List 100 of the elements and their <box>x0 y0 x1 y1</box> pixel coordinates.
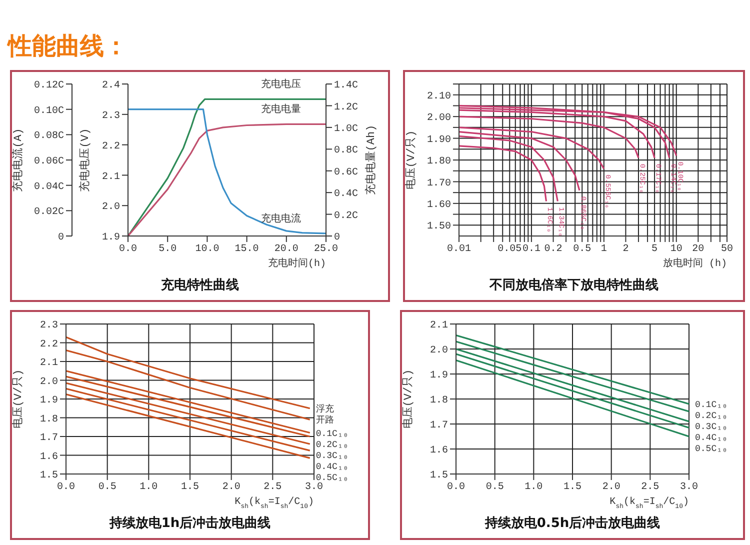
y-tick-label: 1.7 <box>40 433 58 444</box>
y-axis-title: 电压(V/只) <box>401 369 415 429</box>
y3-axis-title: 充电电流(A) <box>11 128 25 192</box>
x-tick-label: 2.0 <box>602 482 620 494</box>
y-tick-label: 2.1 <box>102 172 120 183</box>
x-tick-label: 2.5 <box>264 482 282 494</box>
y-tick-label: 2.00 <box>426 113 451 124</box>
series-label: 0.4C₁₀ <box>695 433 728 443</box>
y2-tick-label: 0 <box>334 232 340 244</box>
y3-tick-label: 0.04C <box>34 182 64 193</box>
text: 持续放电0.5h后冲击放电曲线 <box>484 514 662 532</box>
y-tick-label: 2.3 <box>40 320 58 332</box>
x-tick-label: 2 <box>622 244 629 256</box>
series-label: 开路 <box>316 414 334 426</box>
x-tick-label: 0.5 <box>486 482 504 494</box>
series-label: 0.1C₁₀ <box>316 428 348 439</box>
y3-tick-label: 0 <box>58 232 64 244</box>
x-tick-label: 0.0 <box>56 482 76 494</box>
y-tick-label: 1.7 <box>430 420 448 432</box>
x-tick-label: 50 <box>720 244 734 256</box>
x-tick-label: 15.0 <box>234 244 259 256</box>
y-tick-label: 1.90 <box>426 134 451 146</box>
series-label: 0.3C₁₀ <box>316 450 348 461</box>
x-tick-label: 0.2 <box>544 244 562 256</box>
y2-tick-label: 1.4C <box>334 80 358 92</box>
x-tick-label: 20.0 <box>274 244 298 256</box>
y-tick-label: 2.0 <box>40 376 58 388</box>
y-tick-label: 1.8 <box>40 414 58 426</box>
x-tick-label: 0.5 <box>573 244 592 256</box>
x-tick-label: 1.0 <box>140 482 158 494</box>
x-tick-label: 25.0 <box>314 244 338 256</box>
x-tick-label: 2.5 <box>641 482 660 494</box>
y2-tick-label: 0.4C <box>334 189 358 200</box>
x-tick-label: 3.0 <box>304 482 324 494</box>
x-tick-label: 5 <box>652 244 658 256</box>
x-tick-label: 0.5 <box>98 482 116 494</box>
x-axis-title: 放电时间 (h) <box>662 257 727 270</box>
y-tick-label: 2.1 <box>40 358 58 370</box>
y2-tick-label: 0.6C <box>334 167 358 178</box>
series-label: 0.1C₁₀ <box>695 400 728 410</box>
y-tick-label: 2.2 <box>102 141 120 152</box>
series-label: 充电电流 <box>261 212 301 226</box>
y-tick-label: 1.8 <box>430 396 448 407</box>
x-tick-label: 1.5 <box>563 482 582 494</box>
y-tick-label: 1.9 <box>102 232 120 244</box>
y-tick-label: 2.2 <box>40 339 58 350</box>
y3-tick-label: 0.12C <box>34 80 64 92</box>
y3-tick-label: 0.02C <box>34 207 64 218</box>
x-tick-label: 0.05 <box>498 244 522 256</box>
x-tick-label: 10 <box>670 244 682 256</box>
y-tick-label: 2.0 <box>102 202 120 214</box>
x-tick-label: 1.0 <box>524 482 543 494</box>
y-tick-label: 2.0 <box>430 346 448 357</box>
series-label: 充电电压 <box>261 78 301 92</box>
text: K$_{sh}$(k$_{sh}$=I$_{sh}$/C$_{10}$) <box>610 497 689 510</box>
x-axis-title: 充电时间(h) <box>268 257 326 270</box>
y-tick-label: 1.5 <box>40 470 58 482</box>
y-axis-title: 电压(V/只) <box>11 369 25 429</box>
y-axis-title: 电压(V/只) <box>404 130 418 190</box>
y2-tick-label: 0.8C <box>334 146 358 157</box>
text: 不同放电倍率下放电特性曲线 <box>488 276 660 294</box>
y-tick-label: 1.70 <box>426 178 451 190</box>
y-axis-title: 充电电压(V) <box>78 128 92 192</box>
y2-tick-label: 0.2C <box>334 210 358 222</box>
y-tick-label: 2.10 <box>426 91 451 102</box>
y3-tick-label: 0.10C <box>34 106 64 117</box>
series-label: 0.4C₁₀ <box>316 462 348 472</box>
y-tick-label: 1.80 <box>426 156 451 168</box>
y-tick-label: 2.1 <box>430 320 448 332</box>
x-tick-label: 0.1 <box>522 244 540 256</box>
y-tick-label: 2.4 <box>102 80 120 92</box>
series-label: 0.5C₁₀ <box>695 444 728 454</box>
y2-tick-label: 1.2C <box>334 102 358 114</box>
y-tick-label: 1.6 <box>40 452 58 463</box>
y-tick-label: 1.50 <box>426 222 451 233</box>
y2-axis-title: 充电电量(Ah) <box>364 124 378 196</box>
y-tick-label: 1.5 <box>430 470 448 482</box>
x-tick-label: 1 <box>600 244 607 256</box>
y-tick-label: 1.9 <box>40 396 58 407</box>
y-tick-label: 2.3 <box>102 110 120 122</box>
series-label: 浮充 <box>316 403 334 414</box>
y3-tick-label: 0.06C <box>34 156 64 168</box>
text: 充电特性曲线 <box>160 276 240 294</box>
x-tick-label: 0.0 <box>118 244 138 256</box>
series-label: 0.2C₁₀ <box>695 411 728 421</box>
y-tick-label: 1.60 <box>426 200 451 211</box>
x-tick-label: 5.0 <box>158 244 177 256</box>
x-tick-label: 10.0 <box>195 244 220 256</box>
x-tick-label: 1.5 <box>180 482 200 494</box>
x-tick-label: 3.0 <box>680 482 698 494</box>
series-label: 0.2C₁₀ <box>316 440 348 450</box>
x-tick-label: 0.01 <box>446 244 472 256</box>
x-tick-label: 2.0 <box>222 482 240 494</box>
series-label: 充电电量 <box>261 103 301 116</box>
y-tick-label: 1.6 <box>430 446 448 457</box>
x-tick-label: 20 <box>692 244 704 256</box>
text: K$_{sh}$(k$_{sh}$=I$_{sh}$/C$_{10}$) <box>234 497 314 510</box>
y2-tick-label: 1.0C <box>334 124 358 135</box>
y-tick-label: 1.9 <box>430 370 448 382</box>
text: 持续放电1h后冲击放电曲线 <box>108 514 272 532</box>
